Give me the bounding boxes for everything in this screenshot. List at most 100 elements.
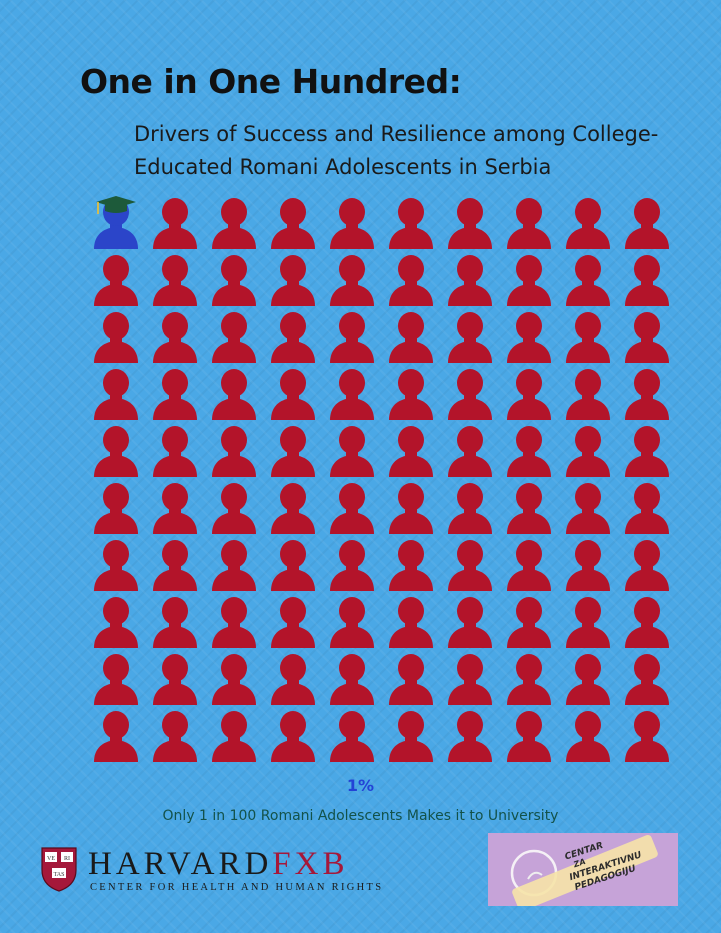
person-icon xyxy=(329,312,374,363)
person xyxy=(145,194,204,251)
person-icon xyxy=(329,540,374,591)
person xyxy=(145,593,204,650)
person-icon xyxy=(388,255,433,306)
person xyxy=(263,707,322,764)
person xyxy=(558,593,617,650)
person-icon xyxy=(624,597,669,648)
person xyxy=(558,308,617,365)
person xyxy=(440,365,499,422)
person xyxy=(204,251,263,308)
person-icon xyxy=(211,312,256,363)
person xyxy=(204,536,263,593)
person xyxy=(263,194,322,251)
person-icon xyxy=(152,654,197,705)
person xyxy=(145,707,204,764)
person-icon xyxy=(152,198,197,249)
person xyxy=(204,650,263,707)
person-icon xyxy=(388,426,433,477)
person xyxy=(322,536,381,593)
person xyxy=(381,536,440,593)
person-icon xyxy=(388,312,433,363)
person xyxy=(381,365,440,422)
person-icon xyxy=(152,426,197,477)
person xyxy=(322,650,381,707)
harvard-word: HARVARD xyxy=(88,846,273,882)
person xyxy=(263,422,322,479)
person xyxy=(440,479,499,536)
person xyxy=(145,650,204,707)
person-icon xyxy=(447,597,492,648)
person-icon xyxy=(211,540,256,591)
person xyxy=(263,593,322,650)
person-icon xyxy=(270,426,315,477)
person-icon xyxy=(624,540,669,591)
person-icon xyxy=(270,312,315,363)
stat-caption: Only 1 in 100 Romani Adolescents Makes i… xyxy=(162,808,559,824)
person-icon xyxy=(565,369,610,420)
person-icon xyxy=(93,369,138,420)
person-icon xyxy=(506,597,551,648)
person-icon xyxy=(447,654,492,705)
person xyxy=(440,593,499,650)
person-icon xyxy=(211,369,256,420)
person-icon xyxy=(565,483,610,534)
person-icon xyxy=(624,483,669,534)
person xyxy=(558,650,617,707)
person xyxy=(499,308,558,365)
person xyxy=(499,365,558,422)
person-icon xyxy=(329,483,374,534)
graduate-person-icon xyxy=(93,196,138,249)
person-icon xyxy=(152,369,197,420)
person-icon xyxy=(506,654,551,705)
person-icon xyxy=(447,255,492,306)
person-icon xyxy=(270,540,315,591)
person-icon xyxy=(93,597,138,648)
cip-logo: CENTAR ZA INTERAKTIVNU PEDAGOGIJU xyxy=(488,833,678,906)
person xyxy=(440,194,499,251)
person xyxy=(322,479,381,536)
person-icon xyxy=(388,597,433,648)
person-icon xyxy=(447,198,492,249)
person xyxy=(499,707,558,764)
person-icon xyxy=(270,369,315,420)
person xyxy=(145,251,204,308)
page-title: One in One Hundred: xyxy=(80,62,462,101)
person-icon xyxy=(624,312,669,363)
person xyxy=(263,479,322,536)
person xyxy=(322,707,381,764)
graduate-person xyxy=(86,194,145,251)
person xyxy=(558,707,617,764)
person-icon xyxy=(565,198,610,249)
person-icon xyxy=(506,369,551,420)
person-icon xyxy=(565,597,610,648)
person xyxy=(617,422,676,479)
person-icon xyxy=(211,711,256,762)
person-icon xyxy=(565,312,610,363)
person xyxy=(381,707,440,764)
person-icon xyxy=(152,312,197,363)
person xyxy=(263,536,322,593)
person xyxy=(204,479,263,536)
person-icon xyxy=(211,198,256,249)
person xyxy=(617,707,676,764)
person xyxy=(558,194,617,251)
person xyxy=(86,251,145,308)
person-icon xyxy=(624,255,669,306)
person-icon xyxy=(270,198,315,249)
svg-text:ZA: ZA xyxy=(572,857,587,870)
person xyxy=(617,536,676,593)
person xyxy=(204,707,263,764)
person-icon xyxy=(506,312,551,363)
harvard-fxb-logo: VE RI TAS HARVARDFXB CENTER FOR HEALTH A… xyxy=(40,846,440,896)
person xyxy=(499,251,558,308)
person xyxy=(145,308,204,365)
person xyxy=(86,536,145,593)
person xyxy=(558,422,617,479)
graduation-cap-icon xyxy=(95,196,136,214)
person xyxy=(204,365,263,422)
person xyxy=(617,308,676,365)
person-icon xyxy=(624,369,669,420)
person-icon xyxy=(93,255,138,306)
person-icon xyxy=(388,483,433,534)
harvard-fxb-wordmark: HARVARDFXB xyxy=(88,846,349,882)
